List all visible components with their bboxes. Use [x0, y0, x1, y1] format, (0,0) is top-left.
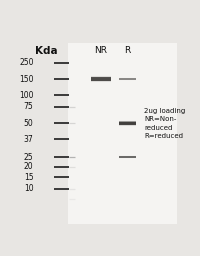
Text: 100: 100 [19, 91, 34, 100]
Bar [91, 79, 111, 80]
Bar [91, 78, 111, 81]
Bar [119, 122, 136, 125]
Text: 20: 20 [24, 162, 34, 171]
Bar [119, 79, 136, 80]
Text: Kda: Kda [35, 46, 58, 56]
Text: 250: 250 [19, 58, 34, 67]
Bar [119, 78, 136, 80]
Bar [119, 122, 136, 124]
Bar [91, 76, 111, 82]
Text: 150: 150 [19, 75, 34, 84]
Bar [91, 76, 111, 83]
Bar [119, 123, 136, 124]
Text: 50: 50 [24, 119, 34, 128]
Bar [119, 78, 136, 80]
Bar [119, 121, 136, 126]
Bar [119, 156, 136, 158]
Text: 2ug loading
NR=Non-
reduced
R=reduced: 2ug loading NR=Non- reduced R=reduced [144, 108, 186, 139]
Bar [91, 78, 111, 81]
Text: NR: NR [94, 46, 107, 55]
Bar [119, 155, 136, 159]
Bar [119, 121, 136, 125]
Text: R: R [124, 46, 130, 55]
Bar [119, 77, 136, 81]
Bar [68, 42, 177, 224]
Text: 37: 37 [24, 134, 34, 144]
Text: 25: 25 [24, 153, 34, 162]
Bar [119, 120, 136, 127]
Bar [119, 156, 136, 158]
Text: 15: 15 [24, 173, 34, 182]
Text: 75: 75 [24, 102, 34, 111]
Text: 10: 10 [24, 184, 34, 193]
Bar [91, 77, 111, 81]
